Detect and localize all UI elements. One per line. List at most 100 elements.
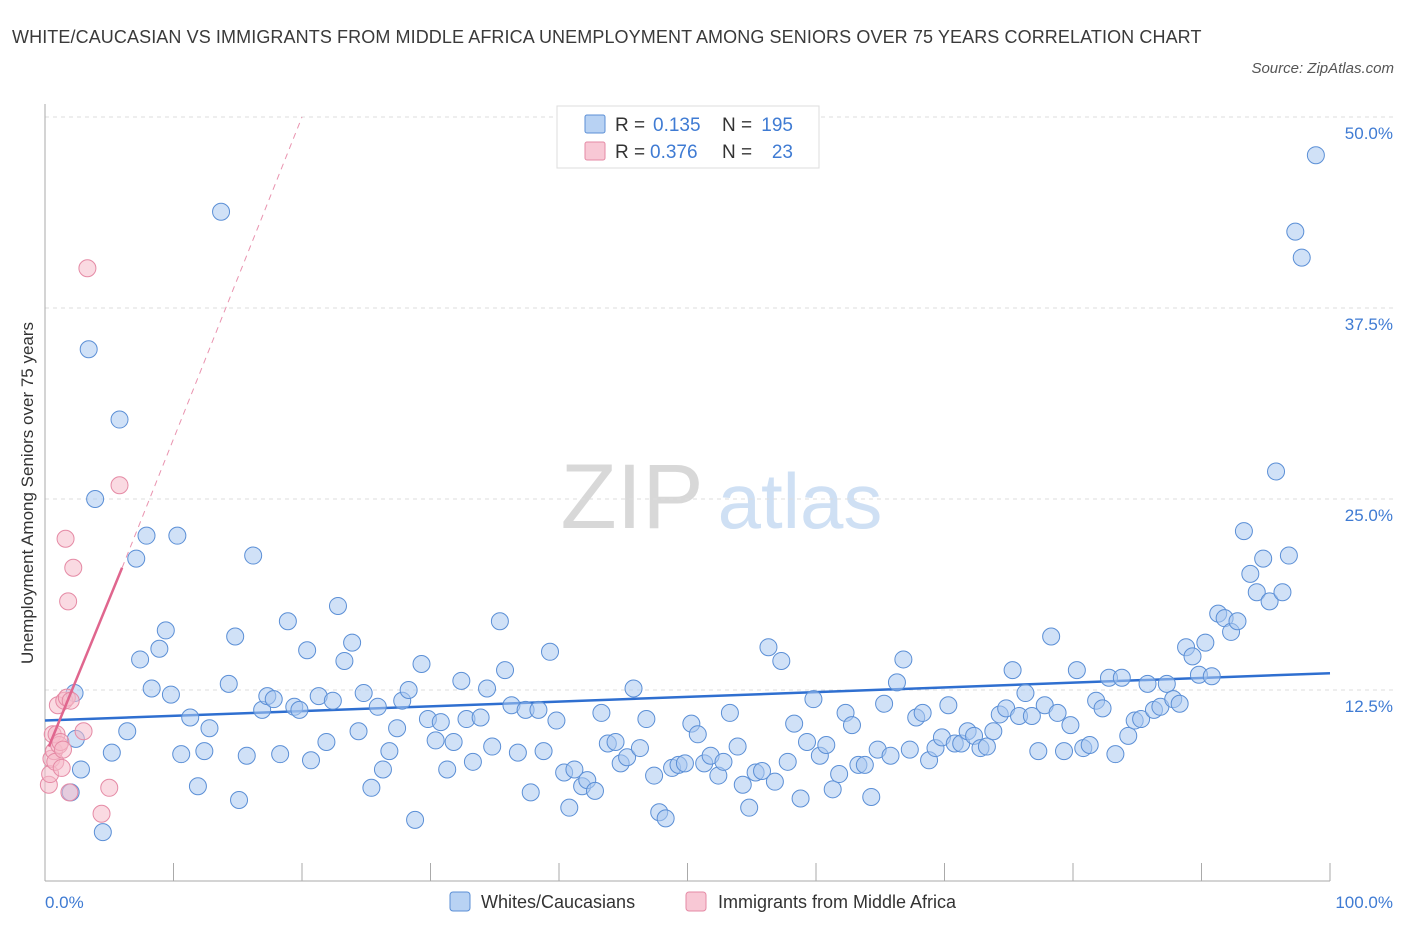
point-whites-64 [478,679,497,698]
point-whites-63 [471,708,490,727]
legend-bottom-swatch-blue [449,891,471,912]
point-whites-128 [887,673,906,692]
point-whites-87 [624,679,643,698]
point-whites-44 [349,722,368,741]
point-immigrants-13 [56,529,75,548]
point-whites-53 [406,810,425,829]
point-whites-183 [1241,564,1260,583]
point-whites-150 [1029,742,1048,761]
point-immigrants-21 [92,804,111,823]
point-whites-25 [226,627,245,646]
point-whites-5 [86,490,105,508]
point-whites-10 [127,549,146,568]
point-whites-109 [765,772,784,791]
point-whites-58 [438,760,457,779]
point-whites-142 [977,737,996,756]
point-whites-12 [137,526,156,545]
point-whites-158 [1080,736,1099,755]
point-whites-84 [606,732,625,751]
trend-line-immigrants [47,567,124,748]
point-whites-160 [1093,699,1112,718]
chart-title: WHITE/CAUCASIAN VS IMMIGRANTS FROM MIDDL… [12,27,1202,47]
point-whites-15 [156,621,175,640]
point-whites-104 [733,775,752,794]
point-whites-136 [939,696,958,715]
point-whites-59 [444,732,463,751]
point-whites-77 [560,798,579,817]
point-whites-101 [714,752,733,771]
point-whites-146 [1003,661,1022,680]
point-whites-28 [244,546,263,565]
legend-n-label-2: N = [722,142,752,163]
point-whites-108 [759,638,778,657]
point-whites-153 [1048,703,1067,722]
point-whites-115 [804,690,823,709]
point-whites-67 [496,661,515,680]
point-whites-103 [728,737,747,756]
point-whites-8 [110,410,129,429]
point-whites-92 [656,809,675,828]
point-whites-154 [1055,742,1074,761]
trend-line-immigrants-extension [121,116,303,568]
legend-swatch-pink [584,141,606,161]
y-tick-label-2: 37.5% [1345,315,1393,334]
y-tick-labels: 12.5% 25.0% 37.5% 50.0% [1345,124,1393,716]
point-whites-95 [675,754,694,773]
point-whites-17 [168,526,187,545]
point-whites-156 [1067,661,1086,680]
point-whites-72 [529,700,548,719]
point-whites-11 [131,650,150,669]
point-whites-81 [585,781,604,800]
point-immigrants-18 [64,558,83,577]
legend-n-value-1: 195 [761,115,793,136]
point-whites-121 [842,716,861,735]
point-whites-127 [881,746,900,765]
point-whites-187 [1267,462,1286,481]
point-whites-3 [71,760,90,779]
legend-bottom-label-immigrants: Immigrants from Middle Africa [718,892,957,912]
point-whites-69 [508,743,527,762]
point-whites-13 [142,679,161,698]
point-whites-174 [1183,647,1202,666]
point-whites-182 [1234,522,1253,541]
point-whites-167 [1138,674,1157,693]
point-whites-130 [900,740,919,759]
point-whites-170 [1157,674,1176,693]
point-immigrants-11 [53,740,72,759]
point-whites-112 [785,714,804,733]
point-whites-26 [230,791,249,810]
point-whites-49 [380,742,399,761]
legend-n-label-1: N = [722,115,752,136]
legend-bottom: Whites/Caucasians Immigrants from Middle… [449,891,957,912]
point-whites-119 [830,765,849,784]
point-whites-66 [490,612,509,631]
point-whites-166 [1132,710,1151,729]
point-whites-36 [298,641,317,660]
point-whites-123 [855,755,874,774]
point-whites-188 [1273,583,1292,602]
point-whites-75 [547,711,566,730]
point-whites-41 [328,596,347,615]
source-label: Source: ZipAtlas.com [1251,60,1394,77]
legend-n-value-2: 23 [772,142,793,163]
point-whites-40 [323,691,342,710]
point-whites-65 [483,737,502,756]
point-whites-7 [102,743,121,762]
point-whites-43 [343,633,362,652]
legend-swatch-blue [584,114,606,134]
point-whites-176 [1196,633,1215,652]
point-whites-35 [290,700,309,719]
point-whites-181 [1228,612,1247,631]
point-whites-124 [862,787,881,806]
legend-bottom-label-whites: Whites/Caucasians [481,892,635,912]
x-tick-label-max: 100.0% [1335,893,1393,912]
point-whites-6 [93,823,112,842]
point-whites-82 [592,703,611,722]
point-whites-4 [79,340,98,359]
point-whites-56 [426,731,445,750]
point-immigrants-10 [52,758,71,777]
point-whites-39 [317,732,336,751]
axes [44,104,1331,882]
point-immigrants-20 [78,259,97,278]
